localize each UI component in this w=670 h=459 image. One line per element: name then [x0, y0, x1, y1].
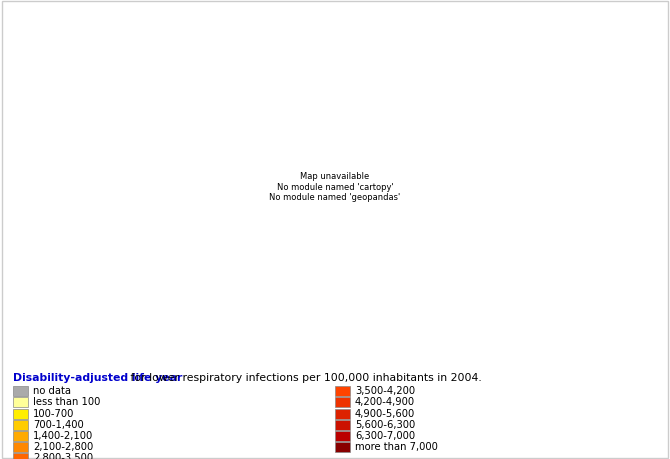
- Text: for lower respiratory infections per 100,000 inhabitants in 2004.: for lower respiratory infections per 100…: [127, 373, 482, 383]
- Bar: [13, 431, 28, 441]
- Text: 5,600-6,300: 5,600-6,300: [355, 420, 415, 430]
- Bar: [13, 397, 28, 408]
- Bar: [335, 386, 350, 396]
- Bar: [335, 397, 350, 408]
- Text: 700-1,400: 700-1,400: [34, 420, 84, 430]
- Text: 100-700: 100-700: [34, 409, 74, 419]
- Bar: [13, 442, 28, 452]
- Text: 4,200-4,900: 4,200-4,900: [355, 397, 415, 408]
- Text: 3,500-4,200: 3,500-4,200: [355, 386, 415, 396]
- Bar: [335, 409, 350, 419]
- Text: 6,300-7,000: 6,300-7,000: [355, 431, 415, 441]
- Bar: [335, 431, 350, 441]
- Text: Map unavailable
No module named 'cartopy'
No module named 'geopandas': Map unavailable No module named 'cartopy…: [269, 172, 401, 202]
- Bar: [13, 386, 28, 396]
- Bar: [335, 442, 350, 452]
- Text: more than 7,000: more than 7,000: [355, 442, 438, 452]
- Text: 4,900-5,600: 4,900-5,600: [355, 409, 415, 419]
- Text: 1,400-2,100: 1,400-2,100: [34, 431, 93, 441]
- Bar: [13, 453, 28, 459]
- Text: 2,800-3,500: 2,800-3,500: [34, 453, 93, 459]
- Text: less than 100: less than 100: [34, 397, 100, 408]
- Bar: [335, 420, 350, 430]
- Text: no data: no data: [34, 386, 71, 396]
- Bar: [13, 409, 28, 419]
- Text: Disability-adjusted life year: Disability-adjusted life year: [13, 373, 183, 383]
- Text: 2,100-2,800: 2,100-2,800: [34, 442, 93, 452]
- Bar: [13, 420, 28, 430]
